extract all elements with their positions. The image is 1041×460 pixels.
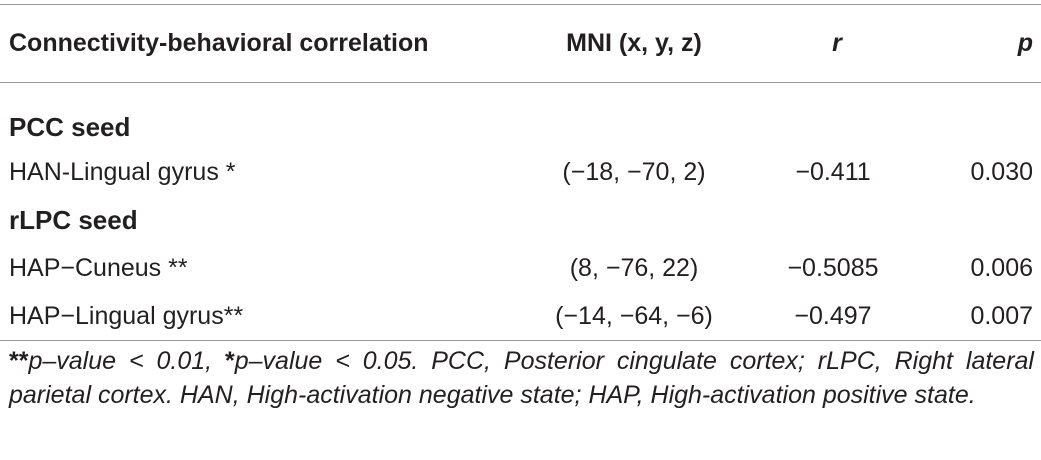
footnote-mark-single: * xyxy=(225,347,235,375)
section-row-rlpc: rLPC seed xyxy=(0,197,1041,245)
row-mni: (8, −76, 22) xyxy=(569,254,699,282)
table-footnote: **p–value < 0.01, *p–value < 0.05. PCC, … xyxy=(9,344,1034,412)
header-p: p xyxy=(917,4,1041,83)
table-row: HAN-Lingual gyrus * (−18, −70, 2) −0.411… xyxy=(0,149,1041,197)
section-title: rLPC seed xyxy=(9,205,138,235)
row-r: −0.497 xyxy=(749,292,917,341)
table-row: HAP−Lingual gyrus** (−14, −64, −6) −0.49… xyxy=(0,292,1041,341)
header-mni: MNI (x, y, z) xyxy=(519,4,749,83)
row-p: 0.030 xyxy=(970,158,1033,186)
correlation-table: Connectivity-behavioral correlation MNI … xyxy=(0,4,1041,341)
row-r: −0.411 xyxy=(795,158,871,186)
header-label: Connectivity-behavioral correlation xyxy=(0,4,519,83)
row-label: HAN-Lingual gyrus * xyxy=(9,158,236,186)
table-row: HAP−Cuneus ** (8, −76, 22) −0.5085 0.006 xyxy=(0,245,1041,293)
row-mni: (−18, −70, 2) xyxy=(562,158,706,186)
row-p: 0.007 xyxy=(917,292,1041,341)
footnote-text-1: p–value < 0.01, xyxy=(28,347,225,375)
header-r: r xyxy=(749,4,917,83)
row-r: −0.5085 xyxy=(787,254,879,282)
section-row-pcc: PCC seed xyxy=(0,83,1041,149)
section-title: PCC seed xyxy=(9,111,131,142)
footnote-mark-double: ** xyxy=(9,347,29,375)
header-row: Connectivity-behavioral correlation MNI … xyxy=(0,4,1041,83)
footnote-text-2: p–value < 0.05. PCC, Posterior cingulate… xyxy=(9,347,1034,409)
row-label: HAP−Lingual gyrus** xyxy=(0,292,519,341)
row-mni: (−14, −64, −6) xyxy=(519,292,749,341)
row-label: HAP−Cuneus ** xyxy=(9,254,188,282)
row-p: 0.006 xyxy=(970,254,1033,282)
